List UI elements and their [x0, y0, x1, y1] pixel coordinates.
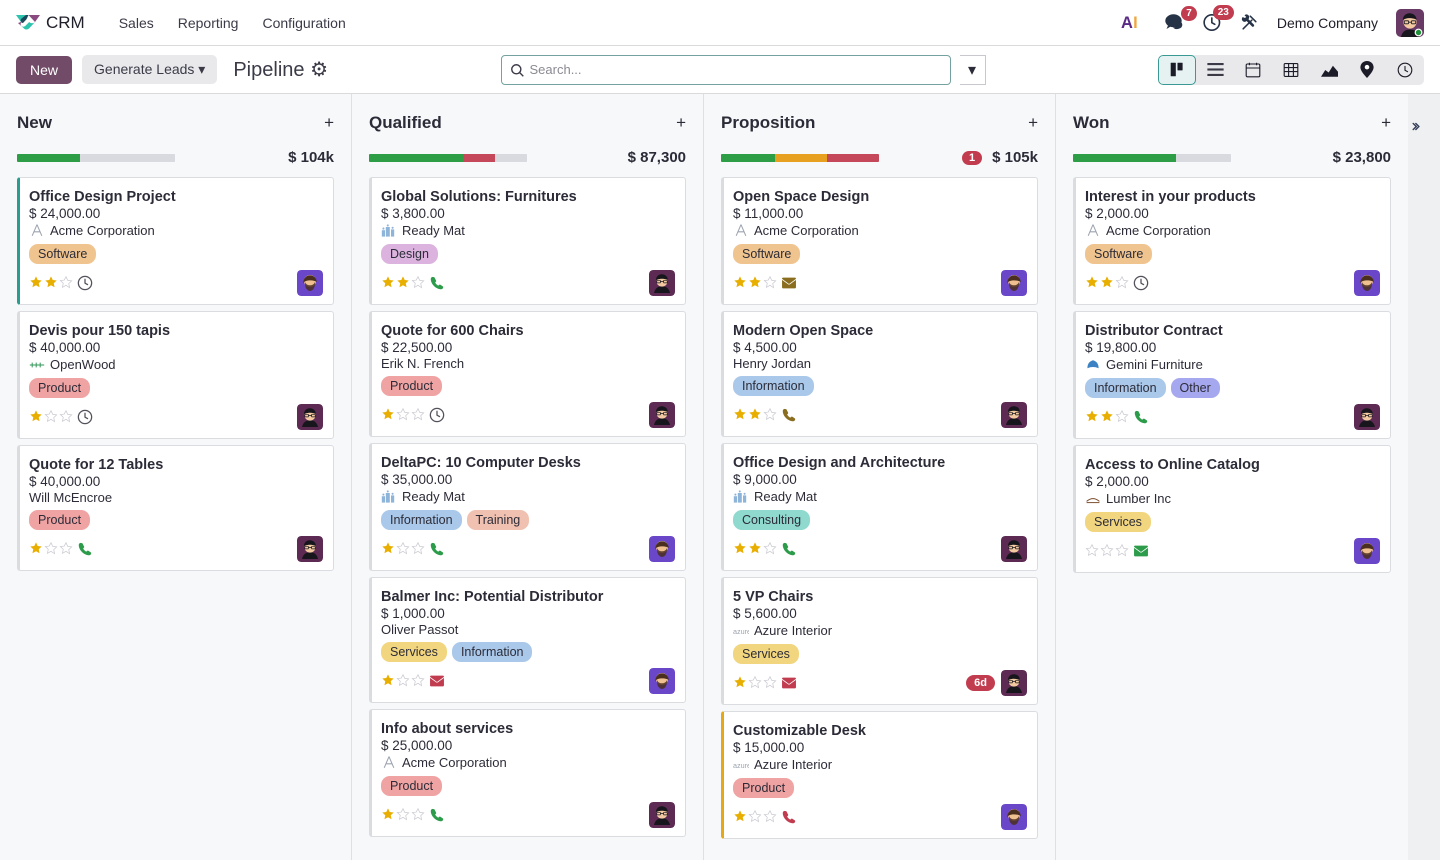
- svg-text:I: I: [1133, 14, 1138, 32]
- svg-text:azure: azure: [733, 627, 749, 636]
- svg-text:azure: azure: [733, 761, 749, 770]
- svg-text:A: A: [1121, 14, 1133, 32]
